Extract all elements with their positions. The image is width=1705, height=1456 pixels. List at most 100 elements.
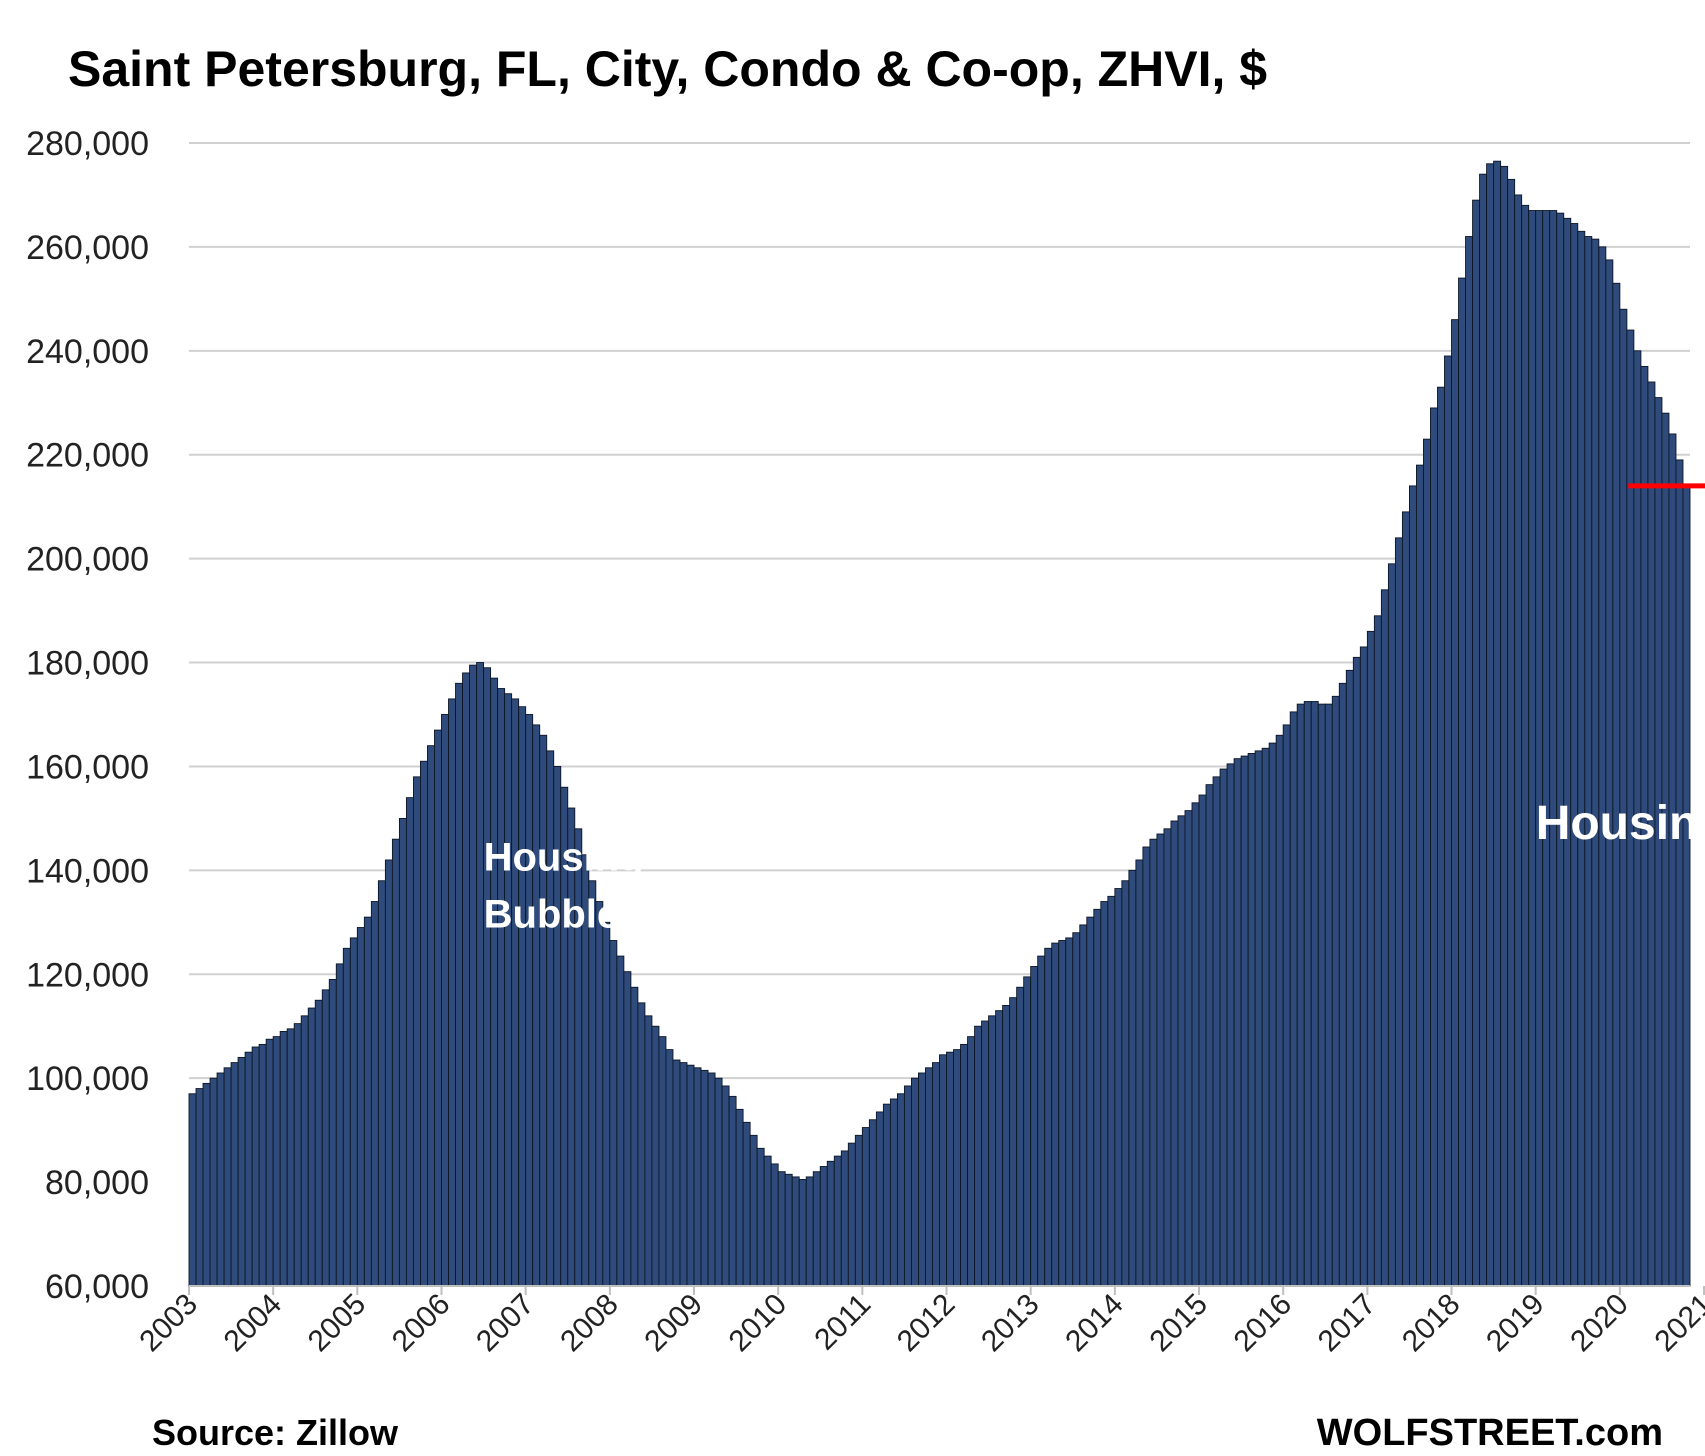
bar [1598, 246, 1607, 1287]
bar [223, 1067, 232, 1287]
annotation-text: Housing [484, 835, 644, 879]
bar [377, 880, 386, 1287]
bar [1030, 966, 1039, 1287]
bar [1002, 1005, 1011, 1287]
bar [1149, 838, 1158, 1287]
bar [791, 1176, 800, 1287]
bar [588, 880, 597, 1287]
bar [1107, 895, 1116, 1287]
bar [1507, 178, 1516, 1287]
bar [476, 662, 485, 1287]
bar [1542, 210, 1551, 1287]
bar [469, 664, 478, 1287]
bar [749, 1134, 758, 1287]
bar [1528, 210, 1537, 1287]
bar [1324, 703, 1333, 1287]
y-tick-label: 240,000 [26, 333, 149, 371]
bar [216, 1072, 225, 1287]
bar [1535, 210, 1544, 1287]
bar [1128, 869, 1137, 1287]
bar [637, 1002, 646, 1287]
bar [483, 667, 492, 1287]
bar [328, 979, 337, 1287]
bar [195, 1088, 204, 1287]
bar [1156, 833, 1165, 1287]
bar [1577, 230, 1586, 1287]
x-tick-label: 2021 [1648, 1288, 1705, 1359]
bar [847, 1142, 856, 1287]
bar [462, 672, 471, 1287]
bar [258, 1043, 267, 1287]
bar [735, 1108, 744, 1287]
bar [1591, 238, 1600, 1287]
bar [1570, 223, 1579, 1287]
bar [854, 1134, 863, 1287]
bar [1100, 901, 1109, 1287]
bar [384, 859, 393, 1287]
chart-title: Saint Petersburg, FL, City, Condo & Co-o… [68, 41, 1267, 97]
bar [1114, 888, 1123, 1287]
y-tick-label: 100,000 [26, 1060, 149, 1098]
bar [840, 1150, 849, 1287]
bar [1563, 217, 1572, 1287]
bar [651, 1025, 660, 1287]
bar [1682, 485, 1691, 1287]
bar [1296, 703, 1305, 1287]
bar [342, 947, 351, 1287]
bar [1408, 485, 1417, 1287]
annotations: Housing Bubble 1 Housing Bubble 2 [484, 797, 1705, 936]
bar [413, 776, 421, 1287]
bar [405, 797, 414, 1287]
bar [686, 1064, 695, 1287]
source-label: Source: Zillow [152, 1412, 399, 1453]
y-tick-label: 120,000 [26, 956, 149, 994]
x-tick-label: 2012 [891, 1288, 962, 1359]
bar [1500, 165, 1509, 1287]
bar [1023, 976, 1032, 1287]
bar [658, 1036, 667, 1287]
x-axis-ticks: 2003 2004 2005 2006 2007 2008 2009 2010 2011 2012… [133, 1288, 1705, 1359]
bar [763, 1155, 772, 1287]
bar [1058, 940, 1067, 1287]
bar [1163, 828, 1172, 1287]
bar [420, 760, 428, 1287]
bar [1584, 236, 1593, 1287]
x-tick-label: 2018 [1396, 1288, 1467, 1359]
bar [714, 1077, 723, 1287]
bar [237, 1056, 246, 1287]
bar [1465, 236, 1474, 1287]
bar [363, 916, 372, 1287]
bar [349, 937, 358, 1287]
bar [1275, 734, 1284, 1287]
bar [1079, 924, 1088, 1287]
x-tick-label: 2004 [218, 1288, 289, 1359]
bar [623, 971, 632, 1287]
bar [335, 963, 344, 1287]
bar [700, 1069, 709, 1287]
bar [1668, 433, 1677, 1287]
x-tick-label: 2010 [723, 1288, 794, 1359]
bar [441, 714, 449, 1287]
bar [1177, 815, 1186, 1287]
bar [1142, 846, 1151, 1287]
bar [861, 1127, 870, 1287]
y-tick-label: 260,000 [26, 229, 149, 267]
bar [1359, 646, 1368, 1287]
bar [918, 1072, 926, 1287]
bar [819, 1166, 828, 1287]
bar [1016, 986, 1025, 1287]
bar [644, 1015, 653, 1287]
bar [1226, 763, 1235, 1287]
bar [1345, 669, 1354, 1287]
bar [300, 1015, 309, 1287]
x-tick-label: 2016 [1228, 1288, 1299, 1359]
bar [1303, 701, 1312, 1287]
bar [1352, 656, 1361, 1287]
bar [1065, 937, 1074, 1287]
bar [875, 1111, 884, 1287]
bar [1009, 997, 1018, 1287]
bar [518, 706, 527, 1287]
bar [1549, 210, 1558, 1287]
bar [307, 1007, 316, 1287]
x-tick-label: 2017 [1312, 1288, 1383, 1359]
